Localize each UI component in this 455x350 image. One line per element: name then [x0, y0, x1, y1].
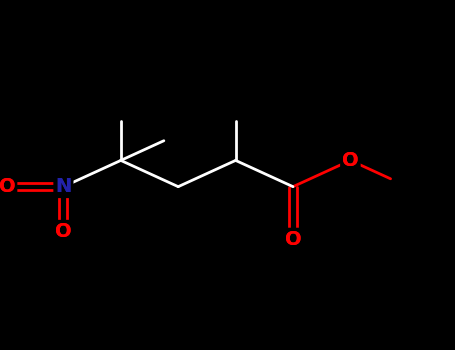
Text: O: O: [0, 177, 15, 196]
Text: N: N: [56, 177, 71, 196]
Text: O: O: [55, 222, 72, 241]
Text: O: O: [285, 230, 301, 248]
Text: O: O: [55, 222, 72, 241]
Text: O: O: [285, 230, 301, 248]
Text: O: O: [55, 222, 72, 241]
Text: O: O: [0, 177, 15, 196]
Text: O: O: [0, 177, 15, 196]
Text: O: O: [285, 230, 301, 248]
Text: N: N: [56, 177, 71, 196]
Text: O: O: [342, 151, 359, 170]
Text: O: O: [342, 151, 359, 170]
Text: O: O: [342, 151, 359, 170]
Text: N: N: [56, 177, 71, 196]
